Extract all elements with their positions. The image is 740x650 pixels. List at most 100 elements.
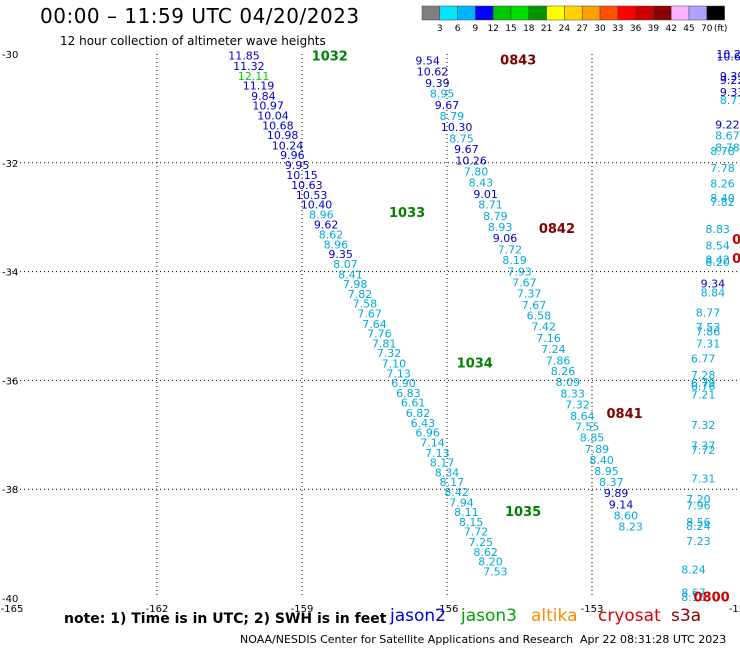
data-label: 12.11 bbox=[238, 70, 270, 83]
data-label: 8.78 bbox=[710, 145, 735, 158]
data-label: 8.19 bbox=[502, 254, 527, 267]
time-label: 0 bbox=[732, 233, 740, 248]
data-label: 7.94 bbox=[449, 496, 474, 509]
data-label: 8.96 bbox=[309, 208, 334, 221]
data-label: 10.68 bbox=[262, 119, 294, 132]
colorbar-label: 3 bbox=[437, 24, 443, 34]
colorbar-swatch bbox=[670, 5, 690, 21]
data-label: 8.37 bbox=[599, 476, 624, 489]
time-label: 0843 bbox=[500, 53, 536, 68]
colorbar-label: 9 bbox=[473, 24, 479, 34]
data-label: 8.40 bbox=[710, 192, 735, 205]
data-label: 8.79 bbox=[440, 110, 465, 123]
colorbar-swatch bbox=[421, 5, 441, 21]
data-label: 7.64 bbox=[362, 318, 387, 331]
colorbar-swatch bbox=[635, 5, 654, 21]
data-label: 7.78 bbox=[710, 162, 735, 175]
data-label: 7.42 bbox=[531, 321, 556, 334]
data-label: 8.64 bbox=[570, 410, 595, 423]
colorbar-label: 6 bbox=[455, 24, 461, 34]
data-label: 8.96 bbox=[324, 238, 349, 251]
colorbar-swatch bbox=[439, 5, 458, 21]
data-label: 9.22 bbox=[720, 74, 740, 87]
colorbar-swatch bbox=[510, 5, 530, 21]
data-label: 8.79 bbox=[483, 210, 508, 223]
data-label: 10.63 bbox=[716, 51, 740, 64]
data-label: 7.13 bbox=[425, 447, 450, 460]
data-label: 8.17 bbox=[440, 476, 465, 489]
colorbar-label: 42 bbox=[665, 24, 676, 34]
data-label: 7.82 bbox=[710, 196, 735, 209]
data-label: 10.62 bbox=[417, 65, 449, 78]
data-label: 9.39 bbox=[425, 77, 450, 90]
legend-jason3: jason3 bbox=[461, 606, 517, 626]
data-label: 10.15 bbox=[286, 169, 318, 182]
data-label: 7.67 bbox=[522, 299, 547, 312]
data-label: 7.53 bbox=[483, 565, 508, 578]
colorbar-swatch bbox=[581, 5, 601, 21]
colorbar-swatch bbox=[688, 5, 708, 21]
legend-s3a: s3a bbox=[671, 606, 702, 626]
data-label: 6.83 bbox=[396, 387, 421, 400]
data-label: 8.78 bbox=[715, 142, 740, 155]
data-label: 9.62 bbox=[314, 218, 339, 231]
data-label: 10.40 bbox=[301, 199, 333, 212]
y-tick-label: -34 bbox=[2, 268, 18, 279]
time-label: 0800 bbox=[694, 590, 730, 605]
data-label: 7.20 bbox=[686, 493, 711, 506]
data-label: 8.67 bbox=[715, 130, 740, 143]
footer-note: note: 1) Time is in UTC; 2) SWH is in fe… bbox=[64, 611, 387, 627]
colorbar-label: 45 bbox=[683, 24, 694, 34]
colorbar-swatch bbox=[564, 5, 583, 21]
colorbar-swatch bbox=[653, 5, 672, 21]
data-label: 10.53 bbox=[296, 189, 328, 202]
data-label: 8.26 bbox=[710, 177, 735, 190]
data-label: 9.67 bbox=[454, 143, 479, 156]
data-label: 7.81 bbox=[372, 337, 397, 350]
data-label: 9.84 bbox=[251, 90, 276, 103]
data-label: 10.97 bbox=[252, 100, 284, 113]
data-label: 8.54 bbox=[705, 239, 730, 252]
time-label: 1032 bbox=[312, 50, 348, 65]
data-label: 7.14 bbox=[420, 436, 445, 449]
data-label: 8.43 bbox=[469, 176, 494, 189]
data-label: 6.79 bbox=[691, 377, 716, 390]
data-label: 9.35 bbox=[328, 248, 353, 261]
data-label: 8.85 bbox=[580, 432, 605, 445]
data-label: 8.67 bbox=[681, 587, 706, 600]
data-label: 9.89 bbox=[604, 487, 629, 500]
data-label: 10.30 bbox=[441, 121, 473, 134]
data-label: 8.56 bbox=[686, 516, 711, 529]
data-label: 7.86 bbox=[696, 325, 721, 338]
data-label: 8.60 bbox=[614, 509, 639, 522]
y-tick-label: -40 bbox=[2, 594, 18, 605]
data-label: 7.72 bbox=[498, 243, 523, 256]
data-label: 8.83 bbox=[705, 223, 730, 236]
colorbar-swatch bbox=[475, 5, 494, 21]
time-label: 1033 bbox=[389, 206, 425, 221]
data-label: 9.01 bbox=[473, 188, 498, 201]
data-label: 8.71 bbox=[478, 199, 503, 212]
footer-timestamp: Apr 22 08:31:28 UTC 2023 bbox=[580, 633, 727, 646]
colorbar-label: 15 bbox=[505, 24, 516, 34]
data-label: 6.58 bbox=[527, 310, 552, 323]
data-label: 9.34 bbox=[701, 278, 726, 291]
data-label: 7.23 bbox=[686, 535, 711, 548]
y-tick-label: -32 bbox=[2, 159, 18, 170]
data-label: 8.07 bbox=[333, 258, 358, 271]
data-label: 7.53 bbox=[696, 321, 721, 334]
x-tick-label: -156 bbox=[436, 604, 459, 615]
data-label: 7.72 bbox=[691, 444, 716, 457]
colorbar-swatch bbox=[457, 5, 476, 21]
data-label: 7.28 bbox=[691, 369, 716, 382]
data-label: 7.67 bbox=[357, 307, 382, 320]
time-label: 1035 bbox=[505, 505, 541, 520]
data-label: 8.24 bbox=[686, 520, 711, 533]
x-tick-label: -159 bbox=[291, 604, 314, 615]
colorbar-label: 30 bbox=[594, 24, 606, 34]
colorbar-label: 21 bbox=[541, 24, 552, 34]
colorbar-label: 70 bbox=[701, 24, 713, 34]
data-label: 6.61 bbox=[401, 397, 426, 410]
x-tick-label: -162 bbox=[146, 604, 169, 615]
data-label: 9.39 bbox=[720, 70, 740, 83]
